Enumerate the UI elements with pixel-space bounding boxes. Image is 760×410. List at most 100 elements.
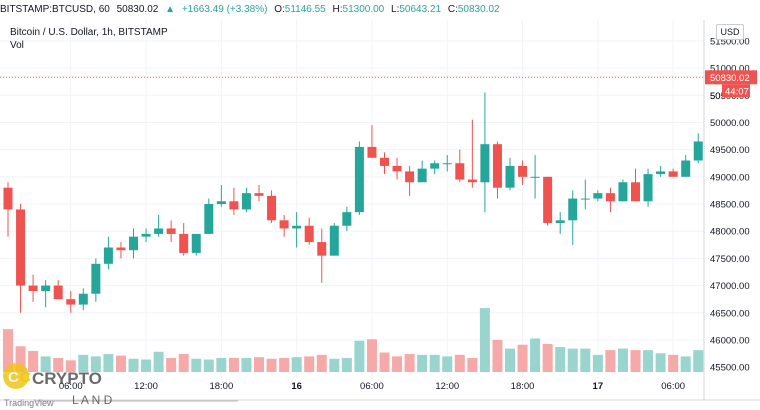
y-tick-label-partial: 50 xyxy=(710,91,721,102)
volume-bar xyxy=(429,354,440,372)
y-tick-label: 51500.00 xyxy=(710,36,750,47)
candle-body xyxy=(41,285,51,291)
candle-body xyxy=(292,225,302,229)
candle-body xyxy=(141,233,151,237)
volume-bar xyxy=(630,350,641,372)
svg-text:C: C xyxy=(20,369,31,386)
x-tick-label: 18:00 xyxy=(209,381,233,392)
volume-bar xyxy=(153,351,164,372)
candle-body xyxy=(518,165,528,177)
up-arrow-icon: ▲ xyxy=(165,4,176,15)
candle-body xyxy=(505,165,515,188)
volume-bar xyxy=(555,347,566,372)
candle-body xyxy=(279,220,289,229)
candle-body xyxy=(643,174,653,202)
candle-body xyxy=(467,179,477,183)
candle-body xyxy=(53,285,63,300)
y-tick-label: 46000.00 xyxy=(710,335,750,346)
currency-button[interactable]: USD xyxy=(716,24,744,40)
candle-body xyxy=(166,228,176,234)
candle-body xyxy=(154,228,164,234)
cryptoland-logo: C C CRYPTO L A N D xyxy=(3,363,238,407)
volume-bar xyxy=(366,339,377,372)
volume-bar xyxy=(680,356,691,372)
candle-body xyxy=(179,233,189,253)
volume-bar xyxy=(241,357,252,372)
candle-body xyxy=(580,198,590,200)
candle-body xyxy=(568,198,578,221)
candle-body xyxy=(555,220,565,224)
x-tick-label: 16 xyxy=(291,381,302,392)
last-price-label: 50830.02 xyxy=(710,73,750,84)
x-tick-label: 18:00 xyxy=(511,381,535,392)
y-tick-label: 49500.00 xyxy=(710,145,750,156)
volume-bar xyxy=(530,338,541,372)
candlestick-chart[interactable]: 45500.00 46000.00 46500.00 47000.00 47500.00… xyxy=(0,20,760,410)
volume-bar xyxy=(605,350,616,372)
volume-bar xyxy=(454,354,465,372)
brand-subtext: L A N D xyxy=(72,393,113,407)
candle-body xyxy=(78,293,88,305)
chart-legend: Bitcoin / U.S. Dollar, 1h, BITSTAMP Vol xyxy=(10,26,168,52)
candle-body xyxy=(593,193,603,199)
candle-body xyxy=(342,212,352,226)
candle-body xyxy=(631,182,640,202)
open-value: 51146.55 xyxy=(284,4,326,15)
candle-body xyxy=(693,141,703,161)
volume-bar xyxy=(580,348,591,372)
symbol-label[interactable]: BITSTAMP:BTCUSD, 60 xyxy=(0,4,110,15)
svg-text:C: C xyxy=(8,369,19,386)
candle-body xyxy=(354,146,364,213)
volume-bar xyxy=(404,354,415,372)
volume-bar xyxy=(128,358,139,372)
candle-body xyxy=(543,176,553,224)
volume-bar xyxy=(78,354,89,372)
close-label: C: xyxy=(447,4,458,15)
candle-body xyxy=(530,176,540,178)
candle-body xyxy=(417,168,427,183)
volume-bar xyxy=(643,350,654,372)
candle-body xyxy=(492,144,502,188)
volume-bar xyxy=(693,350,704,372)
volume-bar xyxy=(417,354,428,372)
volume-bar xyxy=(40,356,51,372)
x-tick-label: 06:00 xyxy=(59,381,83,392)
candle-body xyxy=(380,157,389,166)
candle-body xyxy=(442,163,452,165)
volume-bar xyxy=(316,354,327,372)
high-label: H: xyxy=(332,4,343,15)
volume-bar xyxy=(216,357,227,372)
volume-bar xyxy=(655,353,666,372)
volume-bar xyxy=(28,350,39,372)
volume-bar xyxy=(228,357,239,372)
volume-bar xyxy=(479,308,490,372)
candle-body xyxy=(605,193,615,202)
volume-bar xyxy=(15,346,26,372)
low-label: L: xyxy=(391,4,400,15)
candle-body xyxy=(480,144,490,183)
countdown-label: 44:07 xyxy=(725,86,749,97)
volume-bar xyxy=(505,348,515,372)
candle-body xyxy=(317,242,327,256)
volume-bar xyxy=(203,359,214,372)
candle-body xyxy=(103,247,113,264)
volume-bar xyxy=(103,354,114,372)
volume-bar xyxy=(178,354,189,372)
volume-bar xyxy=(3,329,13,372)
candle-body xyxy=(16,209,26,286)
low-value: 50643.21 xyxy=(399,4,442,15)
volume-bar xyxy=(115,355,126,372)
volume-bar xyxy=(442,356,453,372)
volume-bar xyxy=(191,358,202,372)
volume-bar xyxy=(392,356,403,372)
candle-body xyxy=(129,236,138,251)
candle-body xyxy=(241,193,251,210)
candle-body xyxy=(28,285,38,291)
volume-bar xyxy=(379,352,390,372)
y-tick-label: 46500.00 xyxy=(710,308,750,319)
candle-body xyxy=(668,171,678,177)
y-tick-label: 47000.00 xyxy=(710,281,750,292)
candle-body xyxy=(229,201,239,210)
candle-body xyxy=(392,165,402,172)
volume-bar xyxy=(517,344,528,372)
